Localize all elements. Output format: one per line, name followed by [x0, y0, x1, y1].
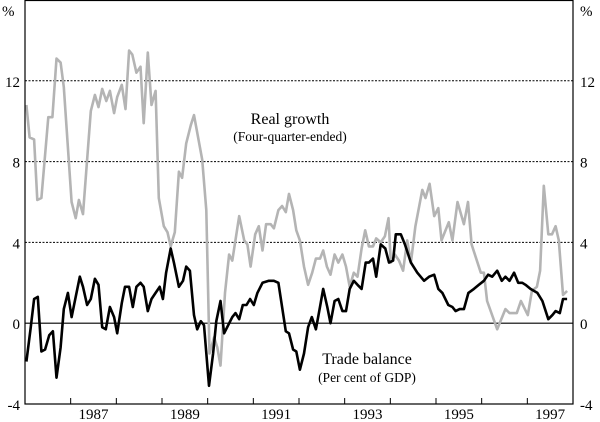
real-growth-label: Real growth [251, 111, 330, 128]
x-tick-labels: 1987 1989 1991 1993 1995 1997 [79, 407, 566, 422]
y-tick-label-left: -4 [8, 398, 21, 414]
y-tick-label-right: 12 [580, 75, 595, 91]
x-tick-label: 1997 [535, 407, 566, 422]
y-tick-labels: % % -4 -4 0 0 4 4 8 8 12 12 [2, 4, 595, 414]
x-tick-label: 1989 [170, 407, 200, 422]
y-unit-left: % [2, 4, 15, 20]
y-tick-label-left: 8 [13, 156, 21, 172]
series-line-real-growth [25, 49, 569, 367]
y-unit-right: % [580, 4, 593, 20]
series-line-trade-balance [25, 233, 568, 388]
real-growth-sublabel: (Four-quarter-ended) [233, 129, 346, 144]
x-tick-label: 1987 [79, 407, 110, 422]
y-tick-label-right: 4 [580, 236, 588, 252]
x-tick-label: 1993 [353, 407, 383, 422]
trade-balance-label: Trade balance [322, 351, 412, 368]
y-tick-label-right: 0 [580, 317, 588, 333]
y-tick-label-right: -4 [580, 398, 593, 414]
annotation-trade-balance: Trade balance (Per cent of GDP) [318, 351, 416, 385]
plot-frame [24, 0, 574, 405]
y-tick-label-left: 4 [13, 236, 21, 252]
x-tick-label: 1995 [444, 407, 474, 422]
annotation-real-growth: Real growth (Four-quarter-ended) [233, 111, 346, 144]
y-tick-label-left: 12 [5, 75, 20, 91]
series-lines [25, 49, 569, 388]
plot-border [24, 0, 574, 405]
x-tick-label: 1991 [261, 407, 291, 422]
y-tick-label-right: 8 [580, 156, 588, 172]
y-tick-label-left: 0 [13, 317, 21, 333]
trade-balance-sublabel: (Per cent of GDP) [318, 370, 416, 385]
